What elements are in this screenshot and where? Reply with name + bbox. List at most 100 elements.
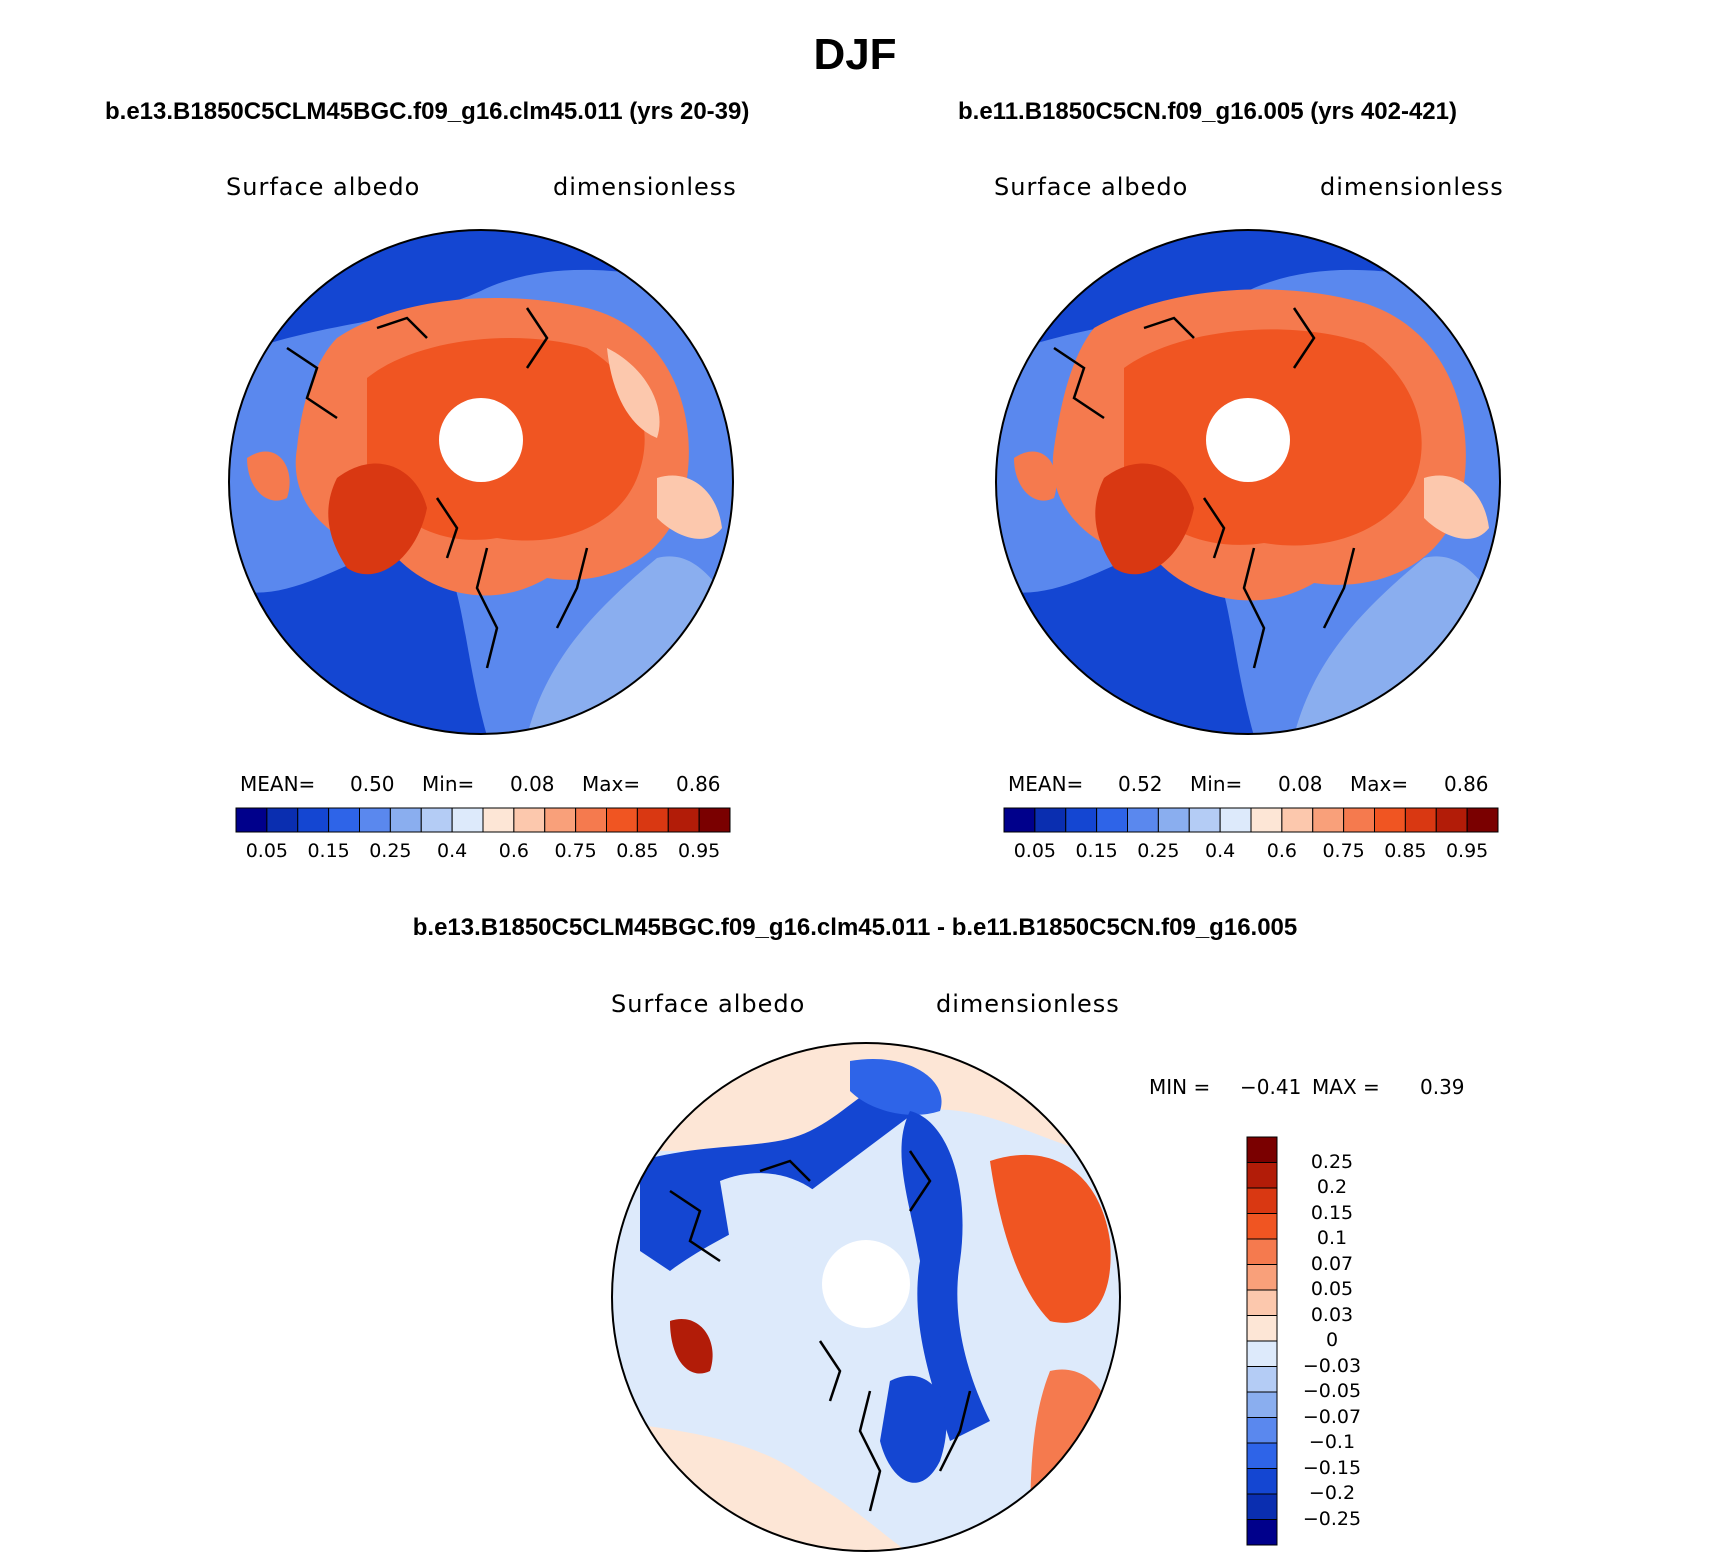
panel2-colorbar-swatch bbox=[1435, 807, 1468, 833]
panel1-mean-label: MEAN= bbox=[240, 772, 316, 796]
diff-colorbar bbox=[1246, 1136, 1278, 1546]
panel2-colorbar-swatch bbox=[1127, 807, 1159, 833]
diff-colorbar-swatch bbox=[1246, 1340, 1278, 1367]
panel1-min-label: Min= bbox=[422, 772, 475, 796]
panel2-units-label: dimensionless bbox=[1320, 173, 1504, 201]
diff-colorbar-swatch bbox=[1246, 1493, 1278, 1520]
diff-polar-map bbox=[611, 1042, 1121, 1552]
diff-colorbar-tick-label: −0.05 bbox=[1302, 1380, 1362, 1402]
diff-colorbar-swatch bbox=[1246, 1417, 1278, 1444]
diff-colorbar-swatch bbox=[1246, 1519, 1278, 1546]
panel1-colorbar bbox=[235, 807, 731, 833]
diff-variable-label: Surface albedo bbox=[611, 990, 806, 1018]
panel1-mean-value: 0.50 bbox=[350, 772, 395, 796]
panel1-colorbar-swatch bbox=[544, 807, 577, 833]
panel1-colorbar-tick-label: 0.4 bbox=[437, 840, 468, 862]
diff-colorbar-swatch bbox=[1246, 1366, 1278, 1393]
diff-units-label: dimensionless bbox=[936, 990, 1120, 1018]
panel1-colorbar-tick-label: 0.75 bbox=[554, 840, 597, 862]
diff-colorbar-swatch bbox=[1246, 1264, 1278, 1291]
diff-colorbar-tick-label: 0 bbox=[1325, 1329, 1339, 1351]
panel2-min-value: 0.08 bbox=[1278, 772, 1323, 796]
panel2-colorbar-swatch bbox=[1096, 807, 1128, 833]
panel1-max-value: 0.86 bbox=[676, 772, 721, 796]
panel2-colorbar-tick-label: 0.95 bbox=[1445, 840, 1489, 862]
panel1-colorbar-swatch bbox=[389, 807, 422, 833]
panel1-colorbar-swatch bbox=[420, 807, 453, 833]
panel1-colorbar-tick-label: 0.6 bbox=[498, 840, 529, 862]
panel2-colorbar-swatch bbox=[1003, 807, 1036, 833]
diff-max-label: MAX = bbox=[1312, 1075, 1380, 1099]
panel2-colorbar-swatch bbox=[1281, 807, 1314, 833]
diff-colorbar-tick-label: −0.07 bbox=[1302, 1405, 1362, 1428]
panel2-colorbar-swatch bbox=[1188, 807, 1221, 833]
diff-title: b.e13.B1850C5CLM45BGC.f09_g16.clm45.011 … bbox=[412, 914, 1298, 941]
panel2-variable-label: Surface albedo bbox=[994, 173, 1189, 201]
figure-title: DJF bbox=[813, 30, 897, 79]
panel1-colorbar-swatch bbox=[698, 807, 731, 833]
panel2-colorbar-swatch bbox=[1312, 807, 1345, 833]
panel1-colorbar-swatch bbox=[636, 807, 669, 833]
panel1-colorbar-swatch bbox=[328, 807, 360, 833]
panel2-colorbar-swatch bbox=[1404, 807, 1437, 833]
diff-min-value: −0.41 bbox=[1240, 1075, 1302, 1099]
panel2-max-value: 0.86 bbox=[1444, 772, 1489, 796]
diff-colorbar-tick-label: −0.25 bbox=[1302, 1507, 1362, 1530]
panel2-colorbar-tick-label: 0.05 bbox=[1013, 840, 1057, 862]
panel1-colorbar-swatch bbox=[297, 807, 330, 833]
panel2-colorbar-tick-label: 0.15 bbox=[1075, 840, 1118, 862]
panel2-mean-value: 0.52 bbox=[1118, 772, 1163, 796]
panel2-colorbar-swatch bbox=[1250, 807, 1283, 833]
panel2-colorbar-swatch bbox=[1034, 807, 1067, 833]
panel1-colorbar-swatch bbox=[667, 807, 700, 833]
panel1-colorbar-tick-label: 0.85 bbox=[616, 840, 659, 862]
panel2-mean-label: MEAN= bbox=[1008, 772, 1084, 796]
panel1-colorbar-swatch bbox=[575, 807, 607, 833]
panel2-colorbar-tick-label: 0.6 bbox=[1266, 840, 1297, 862]
diff-colorbar-tick-label: 0.1 bbox=[1316, 1227, 1348, 1249]
panel2-colorbar-tick-label: 0.4 bbox=[1205, 840, 1236, 862]
panel1-colorbar-swatch bbox=[266, 807, 299, 833]
panel2-colorbar-swatch bbox=[1219, 807, 1252, 833]
diff-colorbar-swatch bbox=[1246, 1136, 1278, 1163]
panel2-colorbar-swatch bbox=[1343, 807, 1375, 833]
panel1-colorbar-swatch bbox=[606, 807, 638, 833]
diff-colorbar-swatch bbox=[1246, 1238, 1278, 1265]
diff-colorbar-swatch bbox=[1246, 1442, 1278, 1469]
diff-colorbar-tick-label: 0.25 bbox=[1310, 1150, 1354, 1173]
diff-colorbar-tick-label: −0.03 bbox=[1302, 1354, 1362, 1377]
diff-colorbar-tick-label: −0.2 bbox=[1308, 1482, 1356, 1504]
panel1-colorbar-swatch bbox=[482, 807, 515, 833]
panel2-colorbar-tick-label: 0.85 bbox=[1384, 840, 1427, 862]
panel1-colorbar-swatch bbox=[513, 807, 546, 833]
diff-colorbar-tick-label: −0.1 bbox=[1308, 1431, 1356, 1453]
diff-colorbar-swatch bbox=[1246, 1289, 1278, 1316]
panel1-colorbar-swatch bbox=[235, 807, 268, 833]
diff-colorbar-swatch bbox=[1246, 1187, 1278, 1214]
panel1-variable-label: Surface albedo bbox=[226, 173, 421, 201]
panel1-colorbar-swatch bbox=[359, 807, 391, 833]
panel2-colorbar-tick-label: 0.25 bbox=[1137, 840, 1180, 862]
diff-colorbar-tick-label: 0.03 bbox=[1310, 1303, 1354, 1326]
diff-max-value: 0.39 bbox=[1420, 1075, 1465, 1099]
panel2-case-title: b.e11.B1850C5CN.f09_g16.005 (yrs 402-421… bbox=[958, 98, 1457, 125]
diff-colorbar-swatch bbox=[1246, 1213, 1278, 1240]
panel2-min-label: Min= bbox=[1190, 772, 1243, 796]
diff-colorbar-swatch bbox=[1246, 1315, 1278, 1342]
panel1-polar-map bbox=[228, 229, 734, 735]
panel1-colorbar-tick-label: 0.25 bbox=[369, 840, 412, 862]
diff-colorbar-swatch bbox=[1246, 1391, 1278, 1418]
panel2-colorbar-swatch bbox=[1466, 807, 1499, 833]
diff-colorbar-tick-label: −0.15 bbox=[1302, 1456, 1362, 1479]
panel1-colorbar-tick-label: 0.95 bbox=[677, 840, 721, 862]
panel1-colorbar-tick-label: 0.15 bbox=[307, 840, 350, 862]
panel1-colorbar-tick-label: 0.05 bbox=[245, 840, 289, 862]
panel2-colorbar-swatch bbox=[1374, 807, 1406, 833]
panel2-colorbar-tick-label: 0.75 bbox=[1322, 840, 1365, 862]
diff-colorbar-tick-label: 0.2 bbox=[1316, 1176, 1348, 1198]
panel2-colorbar-swatch bbox=[1065, 807, 1098, 833]
panel2-polar-map bbox=[995, 229, 1501, 735]
panel2-max-label: Max= bbox=[1350, 772, 1409, 796]
diff-min-label: MIN = bbox=[1149, 1075, 1211, 1099]
panel1-units-label: dimensionless bbox=[553, 173, 737, 201]
